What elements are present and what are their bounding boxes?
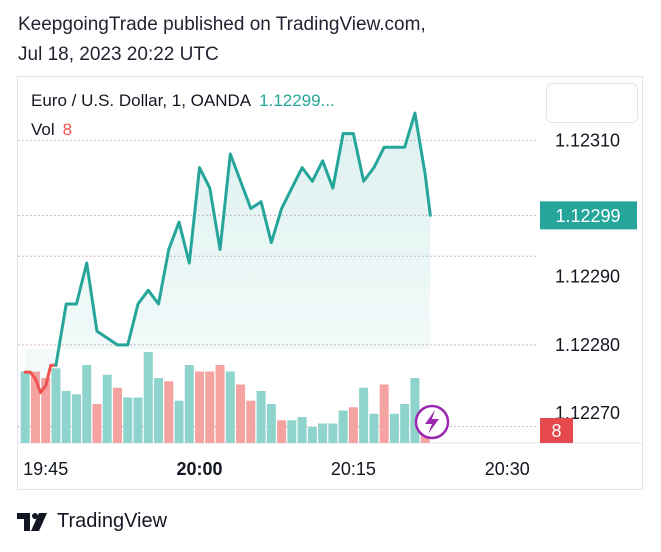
chart-frame [17, 76, 643, 490]
tradingview-mark-icon [17, 512, 47, 531]
volume-bar [143, 352, 153, 443]
volume-badge [540, 418, 573, 443]
volume-bar [297, 417, 307, 443]
volume-bar [348, 407, 358, 443]
volume-bar [30, 371, 40, 443]
tradingview-brand: TradingView [57, 510, 168, 532]
volume-bar [205, 371, 215, 443]
volume-bar [277, 420, 287, 443]
price-line[interactable] [54, 111, 432, 367]
volume-bar [61, 391, 71, 443]
volume-bar [71, 394, 81, 443]
volume-bar [236, 384, 246, 443]
y-tick-label: 1.12290 [555, 267, 620, 287]
volume-bar [246, 400, 256, 443]
volume-bar [154, 378, 164, 443]
volume-bar [51, 368, 61, 443]
volume-bar [195, 371, 205, 443]
volume-bar [133, 397, 143, 443]
legend-volume-row: Vol 8 [31, 120, 72, 140]
publisher-line-1: KeepgoingTrade published on TradingView.… [18, 14, 426, 35]
publisher-line-2: Jul 18, 2023 20:22 UTC [18, 44, 219, 65]
volume-bar [102, 374, 112, 443]
volume-bar [369, 413, 379, 443]
y-tick-label: 1.12280 [555, 335, 620, 355]
volume-bar [359, 387, 369, 443]
legend-vol-label[interactable]: Vol [31, 120, 55, 139]
volume-bar [266, 404, 276, 443]
volume-bar [164, 381, 174, 443]
price-badge-label: 1.12299 [555, 206, 620, 226]
volume-bar [307, 426, 317, 443]
x-tick-label: 19:45 [23, 459, 68, 479]
lightning-icon [425, 410, 439, 434]
volume-bar [256, 391, 266, 443]
x-tick-label: 20:30 [485, 459, 530, 479]
volume-bar [389, 413, 399, 443]
x-tick-label: 20:00 [177, 459, 223, 479]
volume-bar [92, 404, 102, 443]
volume-bar [328, 423, 338, 443]
legend-symbol-row: Euro / U.S. Dollar, 1, OANDA 1.12299... [31, 91, 335, 111]
volume-bar [410, 378, 420, 443]
top-right-widget[interactable] [546, 83, 638, 123]
legend-vol-value: 8 [62, 120, 73, 139]
volume-bar [174, 400, 184, 443]
volume-bar [379, 384, 389, 443]
legend-symbol[interactable]: Euro / U.S. Dollar, 1, OANDA [31, 91, 252, 110]
price-badge [540, 201, 637, 230]
legend-last-price: 1.12299... [259, 91, 335, 110]
volume-bar [41, 378, 51, 443]
volume-bar [318, 423, 328, 443]
volume-bar [82, 365, 92, 443]
x-tick-label: 20:15 [331, 459, 376, 479]
volume-bar [338, 410, 348, 443]
volume-bar [184, 365, 194, 443]
volume-badge-label: 8 [551, 421, 561, 441]
volume-bar [123, 397, 133, 443]
volume-bar [215, 365, 225, 443]
tradingview-logo[interactable]: TradingView [17, 510, 167, 533]
volume-bar [400, 404, 410, 443]
volume-bar [225, 371, 235, 443]
volume-bar [112, 387, 122, 443]
price-area [25, 113, 431, 393]
price-line-down-segment [23, 363, 58, 395]
volume-bar [287, 420, 297, 443]
volume-bar [20, 371, 30, 443]
y-tick-label: 1.12310 [555, 130, 620, 150]
